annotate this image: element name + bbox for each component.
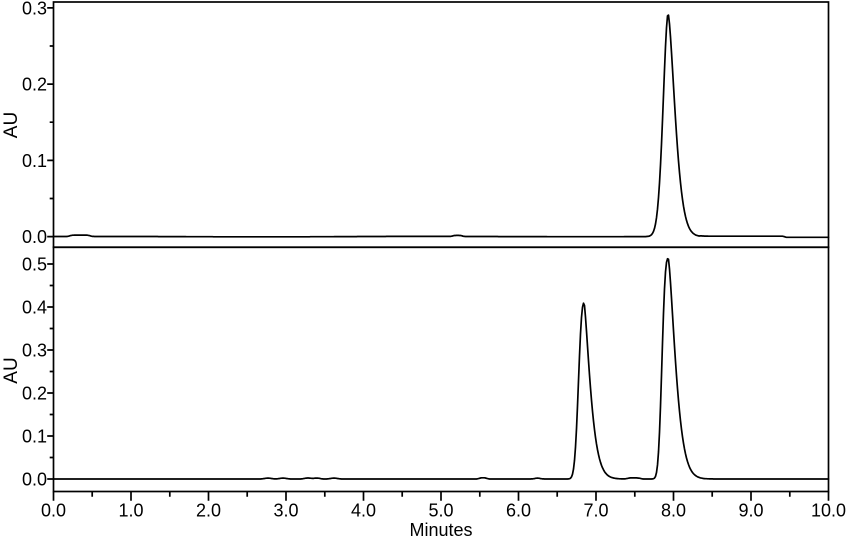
svg-text:0.0: 0.0	[41, 501, 66, 521]
svg-text:0.1: 0.1	[22, 426, 47, 446]
svg-text:0.0: 0.0	[22, 227, 47, 247]
svg-text:0.2: 0.2	[22, 75, 47, 95]
svg-text:0.3: 0.3	[22, 340, 47, 360]
svg-text:5.0: 5.0	[428, 501, 453, 521]
svg-text:3.0: 3.0	[273, 501, 298, 521]
svg-text:0.3: 0.3	[22, 0, 47, 18]
svg-text:1.0: 1.0	[118, 501, 143, 521]
svg-text:0.2: 0.2	[22, 383, 47, 403]
svg-text:6.0: 6.0	[506, 501, 531, 521]
svg-text:AU: AU	[1, 112, 22, 138]
svg-text:0.5: 0.5	[22, 254, 47, 274]
svg-text:Minutes: Minutes	[409, 520, 472, 540]
svg-text:0.1: 0.1	[22, 151, 47, 171]
svg-text:2.0: 2.0	[196, 501, 221, 521]
svg-text:0.4: 0.4	[22, 297, 47, 317]
svg-text:9.0: 9.0	[738, 501, 763, 521]
svg-text:7.0: 7.0	[583, 501, 608, 521]
svg-text:AU: AU	[1, 357, 22, 383]
svg-text:8.0: 8.0	[661, 501, 686, 521]
svg-text:4.0: 4.0	[351, 501, 376, 521]
svg-text:10.0: 10.0	[811, 501, 846, 521]
svg-text:0.0: 0.0	[22, 469, 47, 489]
